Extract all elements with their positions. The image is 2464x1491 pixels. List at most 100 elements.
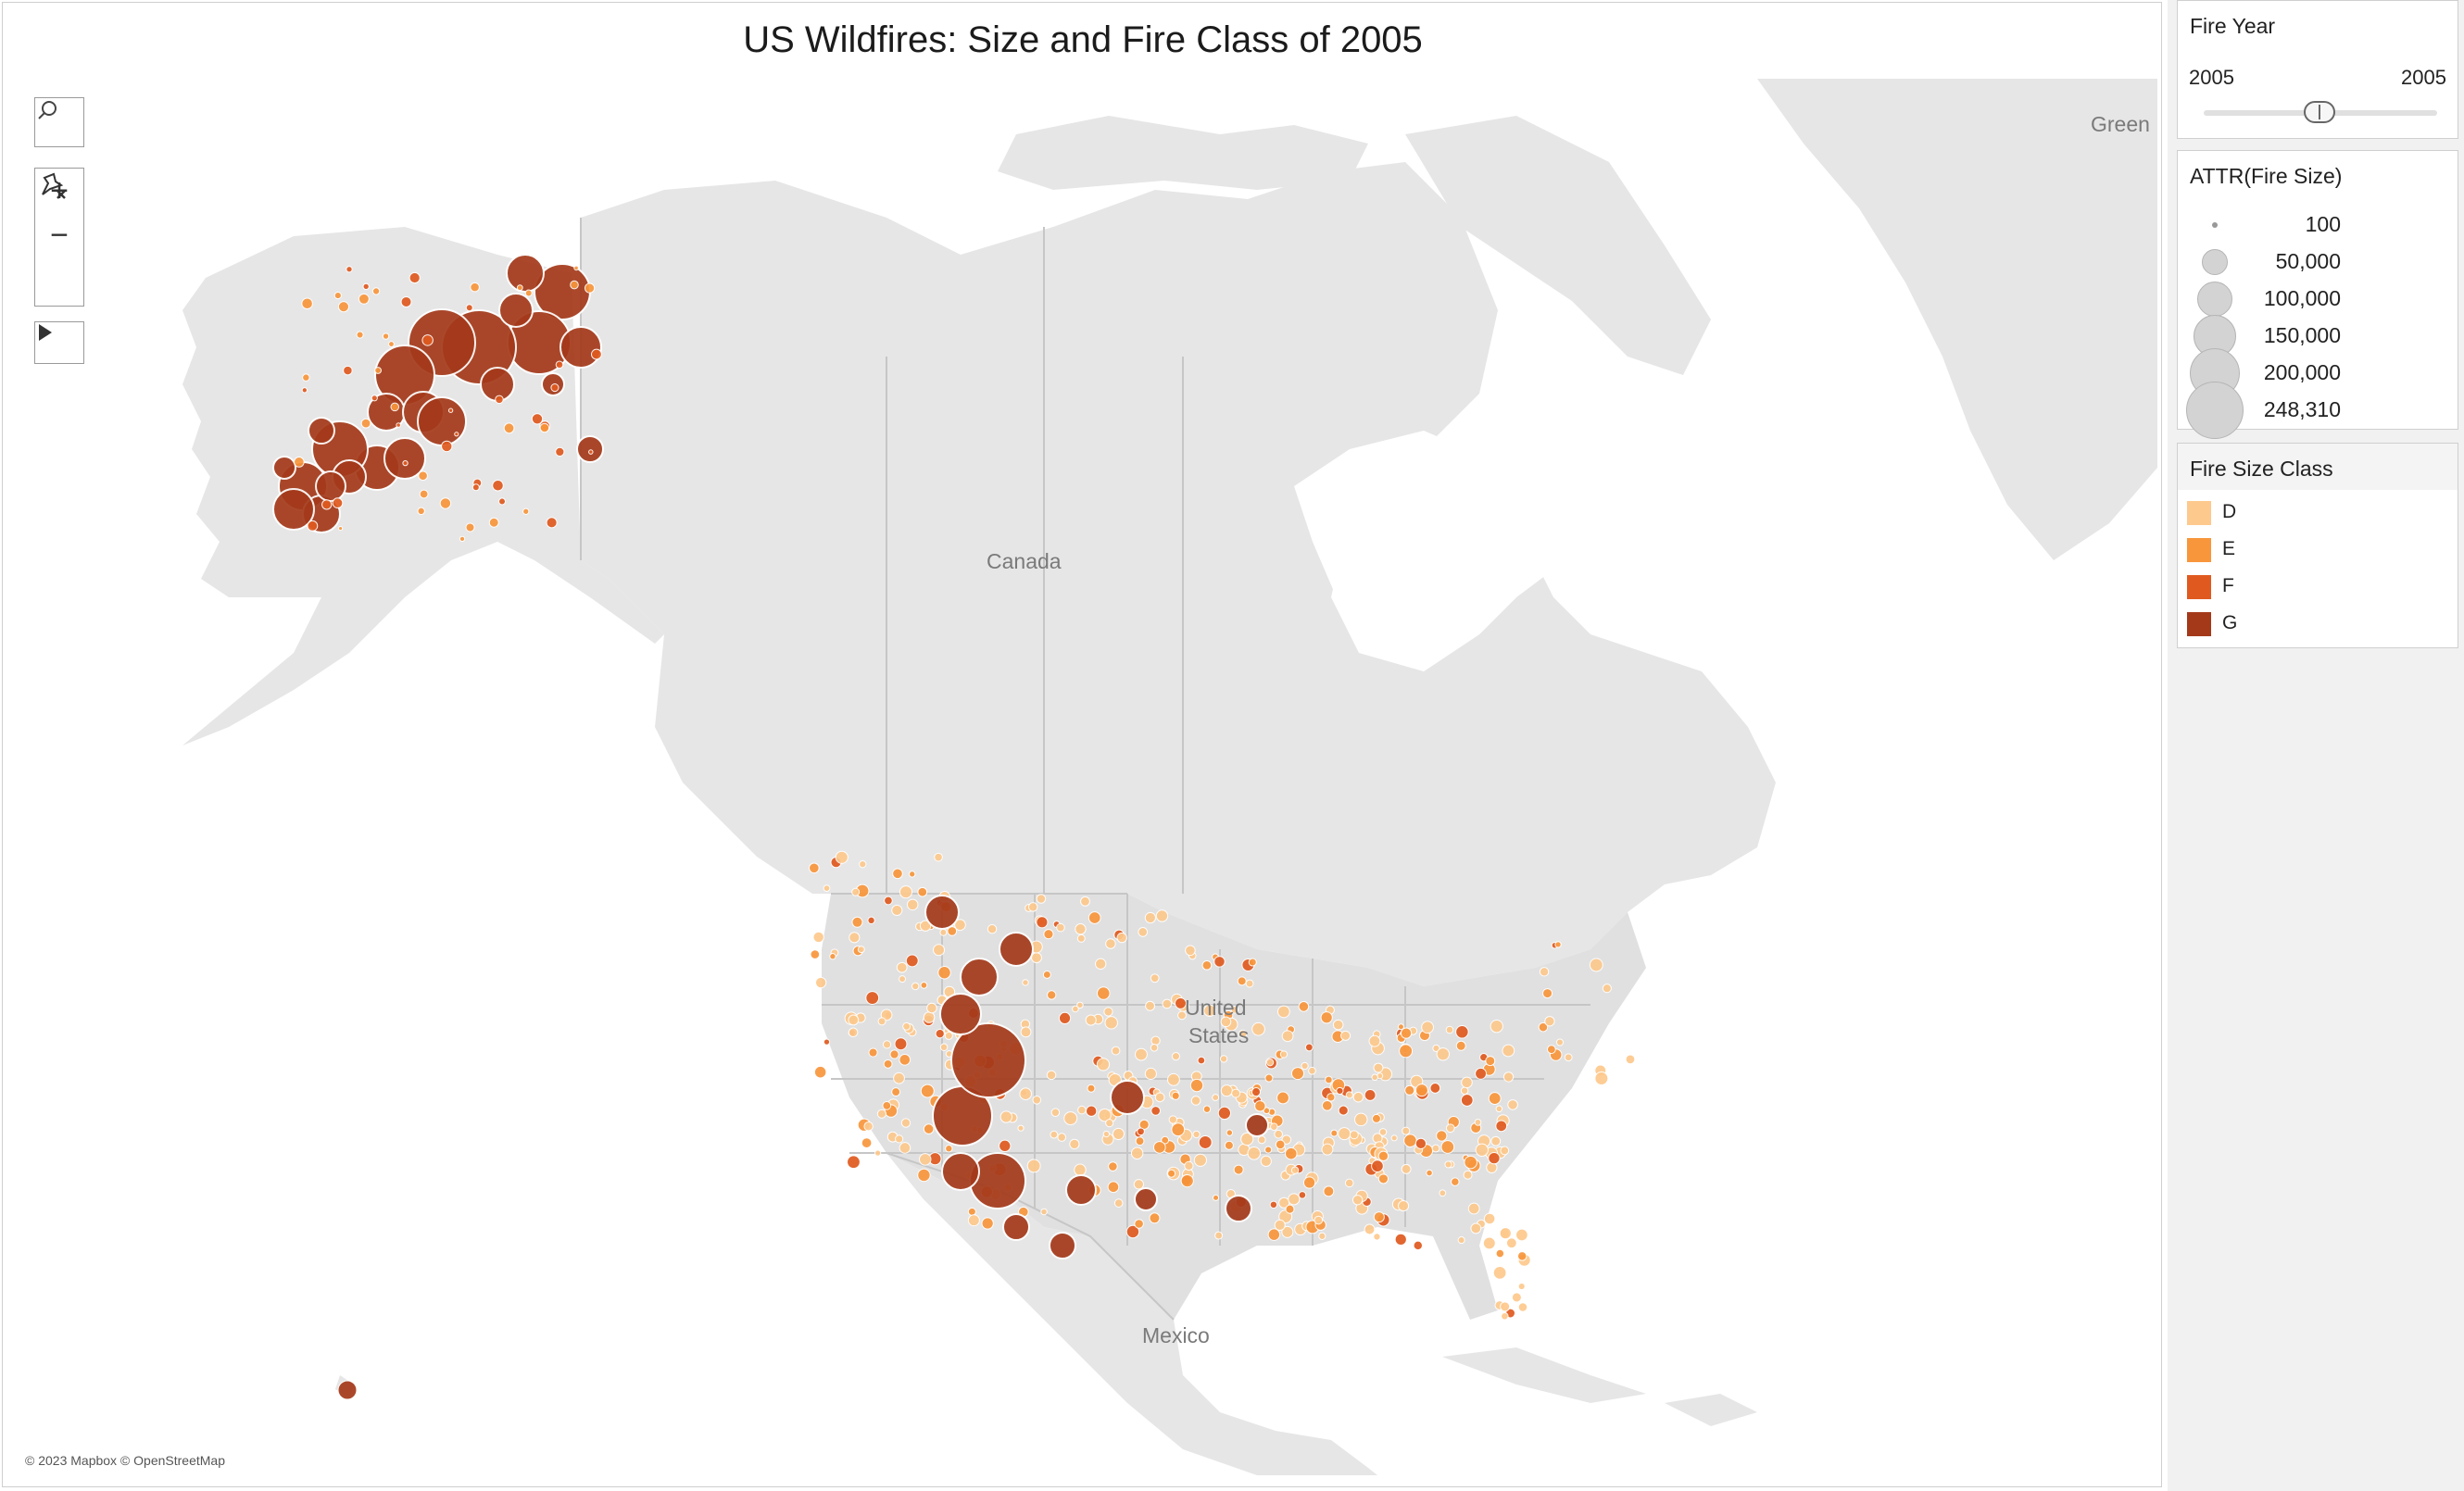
fire-marker[interactable] xyxy=(1440,1140,1455,1154)
fire-marker[interactable] xyxy=(1275,1139,1286,1150)
fire-marker[interactable] xyxy=(1231,1088,1241,1098)
fire-marker[interactable] xyxy=(848,1027,859,1038)
fire-marker[interactable] xyxy=(1298,1191,1307,1199)
fire-marker[interactable] xyxy=(1321,1143,1334,1156)
fire-marker[interactable] xyxy=(1463,1170,1473,1180)
fire-marker[interactable] xyxy=(1371,1113,1381,1123)
fire-marker-large[interactable] xyxy=(315,470,346,502)
fire-marker[interactable] xyxy=(894,1037,908,1051)
fire-marker[interactable] xyxy=(835,850,849,864)
fire-marker[interactable] xyxy=(374,367,383,374)
fire-marker[interactable] xyxy=(1515,1228,1528,1242)
fire-marker[interactable] xyxy=(546,517,558,529)
fire-marker[interactable] xyxy=(999,1110,1012,1123)
fire-marker[interactable] xyxy=(1394,1233,1407,1247)
fire-marker[interactable] xyxy=(421,334,434,346)
fire-marker[interactable] xyxy=(889,1049,899,1059)
fire-marker-large[interactable] xyxy=(999,932,1034,967)
fire-marker[interactable] xyxy=(338,526,344,532)
fire-marker[interactable] xyxy=(1096,986,1111,1000)
fire-marker[interactable] xyxy=(531,413,544,425)
fire-marker[interactable] xyxy=(933,944,946,957)
fire-marker[interactable] xyxy=(396,422,401,428)
fire-marker[interactable] xyxy=(1069,1138,1080,1150)
fire-marker[interactable] xyxy=(899,885,913,899)
fire-marker[interactable] xyxy=(1625,1054,1636,1065)
fire-marker[interactable] xyxy=(1087,911,1101,924)
fire-marker[interactable] xyxy=(555,446,565,457)
fire-marker[interactable] xyxy=(884,896,893,906)
fire-marker[interactable] xyxy=(899,1142,911,1154)
fire-marker[interactable] xyxy=(419,489,429,499)
fire-marker[interactable] xyxy=(465,304,473,312)
fire-marker[interactable] xyxy=(1414,1084,1428,1097)
fire-marker[interactable] xyxy=(1238,1029,1248,1039)
play-button[interactable] xyxy=(34,321,84,364)
fire-marker[interactable] xyxy=(1432,1044,1440,1053)
fire-marker[interactable] xyxy=(439,497,452,509)
fire-marker[interactable] xyxy=(1150,1044,1159,1052)
fire-marker[interactable] xyxy=(550,383,559,393)
fire-marker[interactable] xyxy=(1400,1027,1413,1039)
size-legend-item[interactable]: 100 xyxy=(2178,207,2459,244)
fire-marker-large[interactable] xyxy=(969,1152,1026,1209)
fire-marker[interactable] xyxy=(877,1017,886,1026)
fire-marker[interactable] xyxy=(1431,1144,1440,1153)
fire-marker[interactable] xyxy=(454,432,459,437)
fire-marker[interactable] xyxy=(823,1038,831,1046)
fire-marker[interactable] xyxy=(1145,1000,1156,1011)
fire-marker[interactable] xyxy=(1304,1043,1314,1052)
fire-marker[interactable] xyxy=(1184,1160,1194,1172)
fire-marker[interactable] xyxy=(1113,1198,1124,1208)
fire-marker[interactable] xyxy=(1076,933,1086,943)
fire-marker-large[interactable] xyxy=(498,293,534,328)
fire-marker[interactable] xyxy=(1080,896,1090,907)
fire-marker[interactable] xyxy=(893,1071,905,1084)
fire-marker[interactable] xyxy=(1413,1240,1424,1251)
fire-marker[interactable] xyxy=(1112,1127,1125,1140)
fire-marker[interactable] xyxy=(1500,1301,1511,1312)
fire-marker[interactable] xyxy=(1290,1067,1305,1081)
fire-marker[interactable] xyxy=(1076,1001,1084,1009)
fire-marker[interactable] xyxy=(954,919,966,932)
fire-marker[interactable] xyxy=(987,923,998,934)
fire-marker[interactable] xyxy=(1490,1135,1502,1146)
fire-marker[interactable] xyxy=(447,407,454,413)
fire-marker[interactable] xyxy=(1154,1092,1165,1103)
fire-marker[interactable] xyxy=(555,360,564,370)
fire-marker[interactable] xyxy=(813,1065,827,1079)
fire-marker[interactable] xyxy=(470,282,480,293)
fire-marker[interactable] xyxy=(1264,1146,1273,1154)
fire-marker[interactable] xyxy=(1371,1073,1378,1082)
fire-marker[interactable] xyxy=(1135,1136,1145,1146)
fire-marker[interactable] xyxy=(1368,1034,1381,1047)
fire-marker[interactable] xyxy=(1378,1128,1388,1136)
fire-marker[interactable] xyxy=(390,402,400,412)
fire-marker[interactable] xyxy=(1019,1087,1032,1101)
fire-marker[interactable] xyxy=(459,535,466,542)
fire-marker[interactable] xyxy=(1133,1179,1145,1190)
fire-marker[interactable] xyxy=(1538,1021,1549,1033)
fire-marker[interactable] xyxy=(409,271,421,284)
fire-marker[interactable] xyxy=(1323,1185,1335,1197)
fire-marker[interactable] xyxy=(1330,1129,1339,1137)
size-legend-item[interactable]: 50,000 xyxy=(2178,244,2459,281)
fire-marker[interactable] xyxy=(1220,1016,1232,1028)
fire-marker[interactable] xyxy=(867,916,875,925)
fire-marker[interactable] xyxy=(1326,1093,1336,1102)
fire-marker[interactable] xyxy=(1017,1124,1025,1132)
fire-marker[interactable] xyxy=(1274,1129,1283,1139)
fire-marker[interactable] xyxy=(358,293,370,305)
fire-marker[interactable] xyxy=(1414,1137,1427,1149)
fire-marker[interactable] xyxy=(917,886,928,897)
fire-marker[interactable] xyxy=(1102,1130,1111,1138)
fire-marker[interactable] xyxy=(1517,1302,1528,1312)
fire-marker[interactable] xyxy=(923,1123,935,1134)
fire-marker-large[interactable] xyxy=(924,895,960,930)
fire-marker[interactable] xyxy=(1043,929,1054,940)
fire-marker[interactable] xyxy=(1426,1169,1433,1177)
fire-marker[interactable] xyxy=(1201,960,1213,971)
fire-marker[interactable] xyxy=(1046,1070,1057,1081)
fire-marker[interactable] xyxy=(471,483,480,492)
fire-marker[interactable] xyxy=(1267,1228,1281,1241)
